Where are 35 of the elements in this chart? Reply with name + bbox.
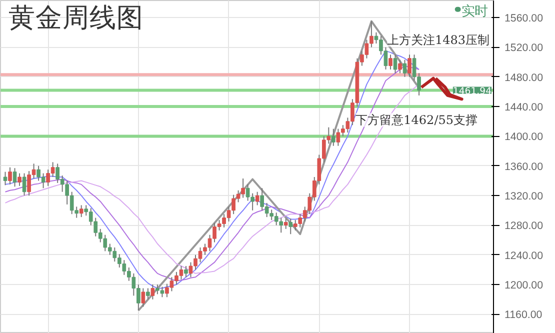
- y-tick-label: 1240.00: [504, 250, 544, 262]
- candlestick: [22, 172, 26, 196]
- y-tick-label: 1360.00: [504, 160, 544, 173]
- candlestick: [146, 288, 150, 300]
- candlestick: [288, 218, 293, 235]
- candlestick: [8, 166, 12, 185]
- text: 实时: [462, 4, 488, 20]
- candlestick: [408, 54, 412, 78]
- candlestick: [402, 59, 407, 78]
- y-tick-label: 1480.00: [504, 72, 544, 84]
- y-tick-label: 1280.00: [504, 220, 544, 232]
- candlestick: [284, 218, 288, 230]
- candlestick: [150, 284, 155, 300]
- candlestick: [255, 191, 260, 206]
- y-tick-label: 1200.00: [504, 280, 544, 292]
- candlestick: [398, 59, 402, 74]
- candlestick: [18, 172, 22, 186]
- candlestick: [79, 204, 84, 218]
- candlestick: [388, 54, 392, 70]
- candlestick: [184, 266, 188, 278]
- candlestick: [141, 288, 146, 308]
- y-tick-label: 1320.00: [504, 190, 544, 203]
- candlestick: [332, 128, 336, 146]
- candlestick: [3, 171, 8, 186]
- y-tick-label: 1560.00: [504, 12, 544, 25]
- y-tick-label: 1440.00: [504, 102, 544, 114]
- y-tick-label: 1400.00: [504, 131, 544, 144]
- chart-title: 黄金周线图: [8, 2, 144, 34]
- ref-line-label: 1461.94: [452, 86, 492, 97]
- candlestick: [12, 168, 17, 188]
- y-tick-label: 1520.00: [504, 42, 544, 54]
- y-tick-label: 1160.00: [504, 309, 542, 322]
- annotation: 下方留意1462/55支撑: [356, 112, 478, 127]
- candlestick: [393, 54, 398, 74]
- annotation: 上方关注1483压制: [386, 32, 490, 47]
